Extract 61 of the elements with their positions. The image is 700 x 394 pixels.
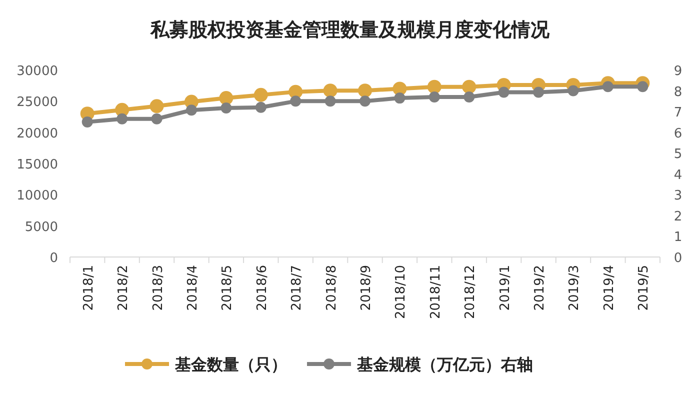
point	[394, 92, 406, 104]
point	[290, 96, 302, 107]
point	[462, 80, 476, 94]
x-tick-label: 2018/1	[81, 265, 96, 311]
x-tick-label: 2018/7	[290, 265, 305, 311]
y2-tick-label: 0	[674, 251, 682, 266]
x-tick-label: 2018/5	[220, 265, 236, 311]
point	[255, 102, 266, 113]
x-tick-label: 2018/4	[185, 265, 200, 311]
y2-tick-label: 7	[674, 106, 682, 121]
x-tick-label: 2019/5	[636, 265, 652, 311]
point	[358, 84, 372, 98]
x-tick-label: 2019/2	[532, 265, 548, 311]
point	[568, 85, 579, 96]
y2-tick-label: 3	[674, 188, 682, 204]
point	[116, 113, 128, 124]
point	[360, 96, 370, 107]
x-tick-label: 2018/2	[116, 265, 132, 311]
point	[533, 86, 544, 98]
point	[324, 96, 336, 107]
chart-title: 私募股权投资基金管理数量及规模月度变化情况	[150, 19, 550, 41]
point	[464, 92, 475, 103]
legend-label: 基金规模（万亿元）右轴	[356, 355, 533, 374]
x-tick-label: 2018/8	[324, 265, 340, 311]
point	[428, 92, 440, 103]
point	[427, 80, 442, 94]
point	[323, 84, 338, 98]
point	[637, 81, 648, 92]
x-tick-label: 2018/9	[359, 265, 374, 311]
y2-tick-label: 5	[674, 147, 682, 162]
point	[151, 113, 162, 124]
y-tick-label: 20000	[16, 126, 58, 142]
legend-label: 基金数量（只）	[174, 355, 287, 374]
x-tick-label: 2018/11	[428, 265, 444, 320]
y-tick-label: 5000	[24, 220, 58, 235]
point	[602, 81, 614, 92]
y-tick-label: 15000	[16, 158, 58, 172]
point	[219, 91, 234, 106]
y2-tick-label: 4	[674, 168, 682, 183]
y-tick-label: 30000	[16, 64, 58, 79]
x-tick-label: 2019/4	[602, 265, 617, 311]
x-tick-label: 2018/3	[150, 265, 166, 311]
y-tick-label: 0	[50, 251, 58, 266]
x-tick-label: 2018/12	[463, 265, 478, 320]
x-tick-label: 2019/1	[498, 265, 513, 311]
y2-tick-label: 2	[674, 209, 682, 224]
x-tick-label: 2018/6	[254, 265, 270, 311]
point	[186, 104, 197, 116]
point	[150, 99, 164, 114]
x-tick-label: 2019/3	[567, 265, 582, 311]
point	[254, 88, 268, 102]
y2-tick-label: 9	[674, 64, 682, 79]
y-tick-label: 25000	[16, 95, 58, 110]
x-tick-label: 2018/10	[394, 265, 409, 320]
point	[220, 102, 232, 114]
y2-tick-label: 8	[674, 84, 682, 100]
y2-tick-label: 1	[674, 230, 682, 246]
y2-tick-label: 6	[674, 126, 682, 142]
y-tick-label: 10000	[16, 188, 58, 204]
point	[498, 86, 510, 98]
point	[82, 116, 93, 128]
